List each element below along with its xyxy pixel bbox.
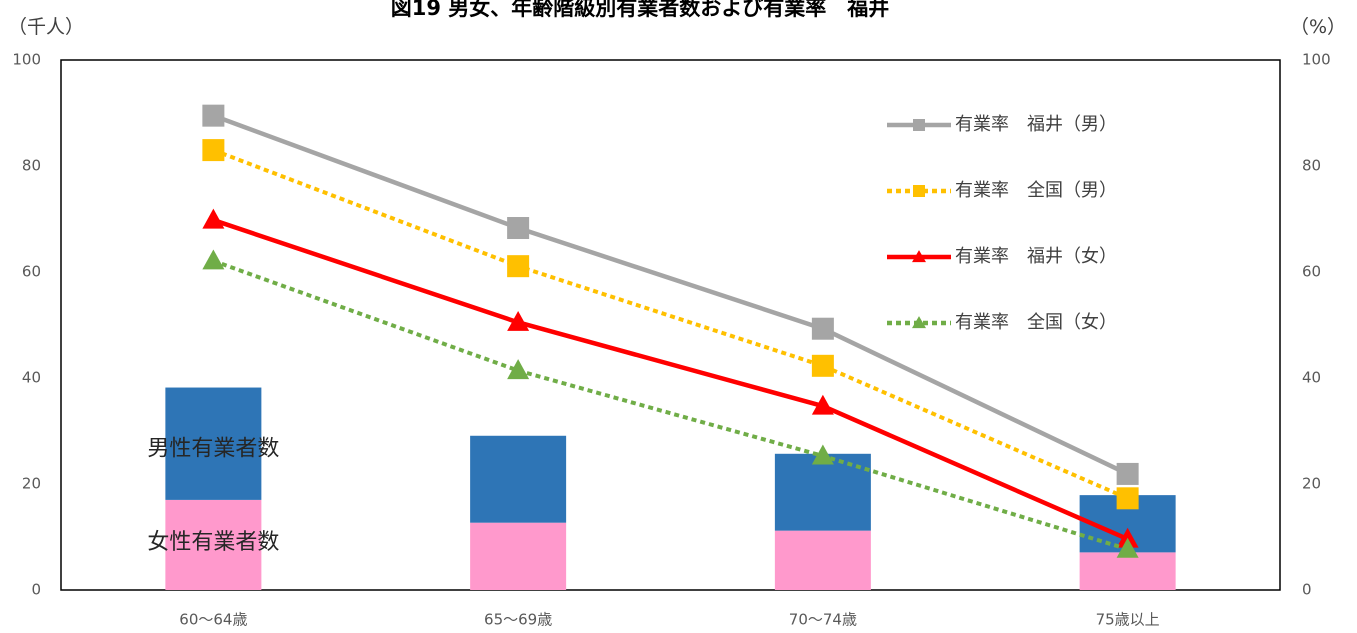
line-1-point <box>202 104 225 127</box>
left-tick-label: 20 <box>22 475 41 493</box>
left-tick-label: 100 <box>12 51 41 69</box>
right-axis-ticks: 0 20 40 60 80 100 <box>1302 51 1331 599</box>
left-axis-ticks: 0 20 40 60 80 100 <box>12 51 41 599</box>
legend-label-4: 有業率 全国（女） <box>955 312 1117 333</box>
line-3 <box>212 217 1129 542</box>
right-tick-label: 20 <box>1302 475 1321 493</box>
line-4-point <box>202 249 225 270</box>
male-workers-bar <box>165 387 262 500</box>
line-4-point <box>1116 537 1139 558</box>
right-tick-label: 40 <box>1302 369 1321 387</box>
male-workers-bar <box>470 435 567 523</box>
line-2-point <box>202 139 225 162</box>
category-label: 75歳以上 <box>1096 611 1160 629</box>
legend-label-1: 有業率 福井（男） <box>955 114 1117 135</box>
female-workers-bar <box>1079 552 1176 590</box>
female-workers-bar <box>165 499 262 590</box>
legend-marker-2 <box>913 185 925 197</box>
x-axis-ticks: 60～64歳 65～69歳 70～74歳 75歳以上 <box>179 611 1159 629</box>
left-tick-label: 60 <box>22 263 41 281</box>
right-tick-label: 0 <box>1302 581 1312 599</box>
line-4-point <box>811 444 834 465</box>
plot-area <box>60 59 1281 591</box>
legend-label-2: 有業率 全国（男） <box>955 180 1117 201</box>
right-tick-label: 60 <box>1302 263 1321 281</box>
legend-marker-3 <box>912 250 926 263</box>
line-4-point <box>507 359 530 380</box>
line-2-point <box>507 255 530 278</box>
line-series <box>202 104 1139 558</box>
left-tick-label: 0 <box>31 581 41 599</box>
left-axis-unit: （千人） <box>8 16 84 38</box>
legend-marker-4 <box>912 316 926 329</box>
female-workers-bar <box>470 522 567 590</box>
line-2 <box>212 148 1129 501</box>
legend-label-3: 有業率 福井（女） <box>955 246 1117 267</box>
category-label: 60～64歳 <box>179 611 247 629</box>
category-label: 70～74歳 <box>789 611 857 629</box>
line-3-point <box>811 394 834 415</box>
right-tick-label: 100 <box>1302 51 1331 69</box>
category-label: 65～69歳 <box>484 611 552 629</box>
left-tick-label: 40 <box>22 369 41 387</box>
line-1-point <box>811 317 834 340</box>
male-workers-label: 男性有業者数 <box>147 437 279 462</box>
female-workers-label: 女性有業者数 <box>147 530 279 555</box>
line-2-point <box>811 354 834 377</box>
line-3-point <box>507 310 530 331</box>
right-axis-unit: （%） <box>1290 16 1346 38</box>
male-workers-bar <box>774 453 871 531</box>
left-tick-label: 80 <box>22 157 41 175</box>
line-1-point <box>1116 462 1139 485</box>
legend: 有業率 福井（男） 有業率 全国（男） 有業率 福井（女） 有業率 全国（女） <box>887 114 1117 333</box>
line-1-point <box>507 217 530 240</box>
line-2-point <box>1116 487 1139 510</box>
female-workers-bar <box>774 530 871 590</box>
line-3-point <box>1116 527 1139 548</box>
line-3-point <box>202 208 225 229</box>
legend-marker-1 <box>913 119 925 131</box>
chart-title: 図19 男女、年齢階級別有業者数および有業率 福井 <box>391 0 890 20</box>
bars <box>165 387 1176 590</box>
line-4 <box>212 258 1129 552</box>
right-tick-label: 80 <box>1302 157 1321 175</box>
line-1 <box>212 113 1129 476</box>
